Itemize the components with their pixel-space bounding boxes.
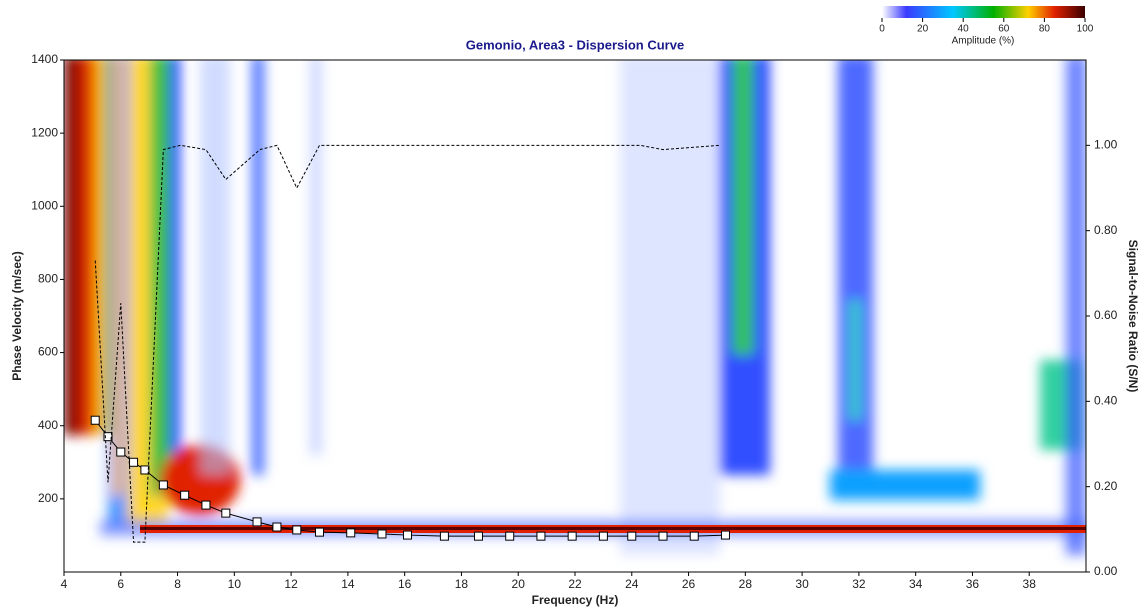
x-tick-label: 10 bbox=[228, 577, 242, 591]
point bbox=[180, 490, 190, 500]
colorbar-title: Amplitude (%) bbox=[952, 36, 1015, 47]
x-tick-label: 34 bbox=[909, 577, 923, 591]
y2-tick-label: 0.60 bbox=[1094, 308, 1118, 322]
x-tick-label: 8 bbox=[174, 577, 181, 591]
point bbox=[272, 522, 282, 532]
point bbox=[116, 447, 126, 457]
point bbox=[103, 432, 113, 442]
y-tick-label: 200 bbox=[38, 491, 58, 505]
x-tick-label: 22 bbox=[568, 577, 582, 591]
colorbar bbox=[882, 6, 1085, 18]
point bbox=[439, 531, 449, 541]
x-tick-label: 14 bbox=[341, 577, 355, 591]
y2-tick-label: 0.40 bbox=[1094, 394, 1118, 408]
point bbox=[158, 480, 168, 490]
y-tick-label: 1000 bbox=[31, 198, 58, 212]
y2-tick-label: 0.00 bbox=[1094, 564, 1118, 578]
point bbox=[252, 517, 262, 527]
colorbar-tick-label: 100 bbox=[1077, 24, 1094, 35]
amplitude-field bbox=[64, 60, 1086, 555]
point bbox=[473, 531, 483, 541]
x-tick-label: 16 bbox=[398, 577, 412, 591]
x-tick-label: 20 bbox=[512, 577, 526, 591]
y2-axis-title: Signal-to-Noise Ratio (S/N) bbox=[1126, 240, 1140, 393]
x-tick-label: 18 bbox=[455, 577, 469, 591]
colorbar-tick-label: 20 bbox=[917, 24, 929, 35]
x-tick-label: 38 bbox=[1023, 577, 1037, 591]
colorbar-tick-label: 60 bbox=[998, 24, 1010, 35]
point bbox=[140, 465, 150, 475]
point bbox=[720, 530, 730, 540]
x-axis-title: Frequency (Hz) bbox=[532, 593, 619, 607]
point bbox=[346, 528, 356, 538]
y2-tick-label: 1.00 bbox=[1094, 138, 1118, 152]
y-tick-label: 1200 bbox=[31, 125, 58, 139]
point bbox=[201, 500, 211, 510]
x-tick-label: 12 bbox=[284, 577, 298, 591]
x-tick-label: 4 bbox=[61, 577, 68, 591]
point bbox=[315, 527, 324, 537]
point bbox=[90, 415, 100, 425]
y-tick-label: 400 bbox=[38, 418, 58, 432]
point bbox=[221, 508, 231, 518]
colorbar-tick-label: 80 bbox=[1039, 24, 1051, 35]
x-tick-label: 28 bbox=[739, 577, 753, 591]
x-tick-label: 30 bbox=[795, 577, 809, 591]
point bbox=[129, 457, 139, 467]
point bbox=[377, 529, 387, 539]
point bbox=[627, 531, 637, 541]
x-tick-label: 32 bbox=[852, 577, 866, 591]
x-tick-label: 26 bbox=[682, 577, 696, 591]
colorbar-tick-label: 40 bbox=[958, 24, 970, 35]
y2-tick-label: 0.80 bbox=[1094, 223, 1118, 237]
y-tick-label: 600 bbox=[38, 345, 58, 359]
sn-line bbox=[94, 144, 720, 543]
chart-title: Gemonio, Area3 - Dispersion Curve bbox=[466, 37, 684, 52]
x-tick-label: 24 bbox=[625, 577, 639, 591]
y2-tick-label: 0.20 bbox=[1094, 479, 1118, 493]
point bbox=[292, 525, 302, 535]
y-tick-label: 800 bbox=[38, 272, 58, 286]
x-tick-label: 36 bbox=[966, 577, 980, 591]
x-tick-label: 6 bbox=[117, 577, 124, 591]
y-tick-label: 1400 bbox=[31, 52, 58, 66]
point bbox=[536, 531, 546, 541]
point bbox=[689, 531, 699, 541]
point bbox=[505, 531, 515, 541]
y-axis-title: Phase Velocity (m/sec) bbox=[10, 251, 24, 380]
point bbox=[598, 531, 608, 541]
point bbox=[403, 530, 413, 540]
point bbox=[567, 531, 577, 541]
colorbar-tick-label: 0 bbox=[879, 24, 885, 35]
point bbox=[658, 531, 668, 541]
